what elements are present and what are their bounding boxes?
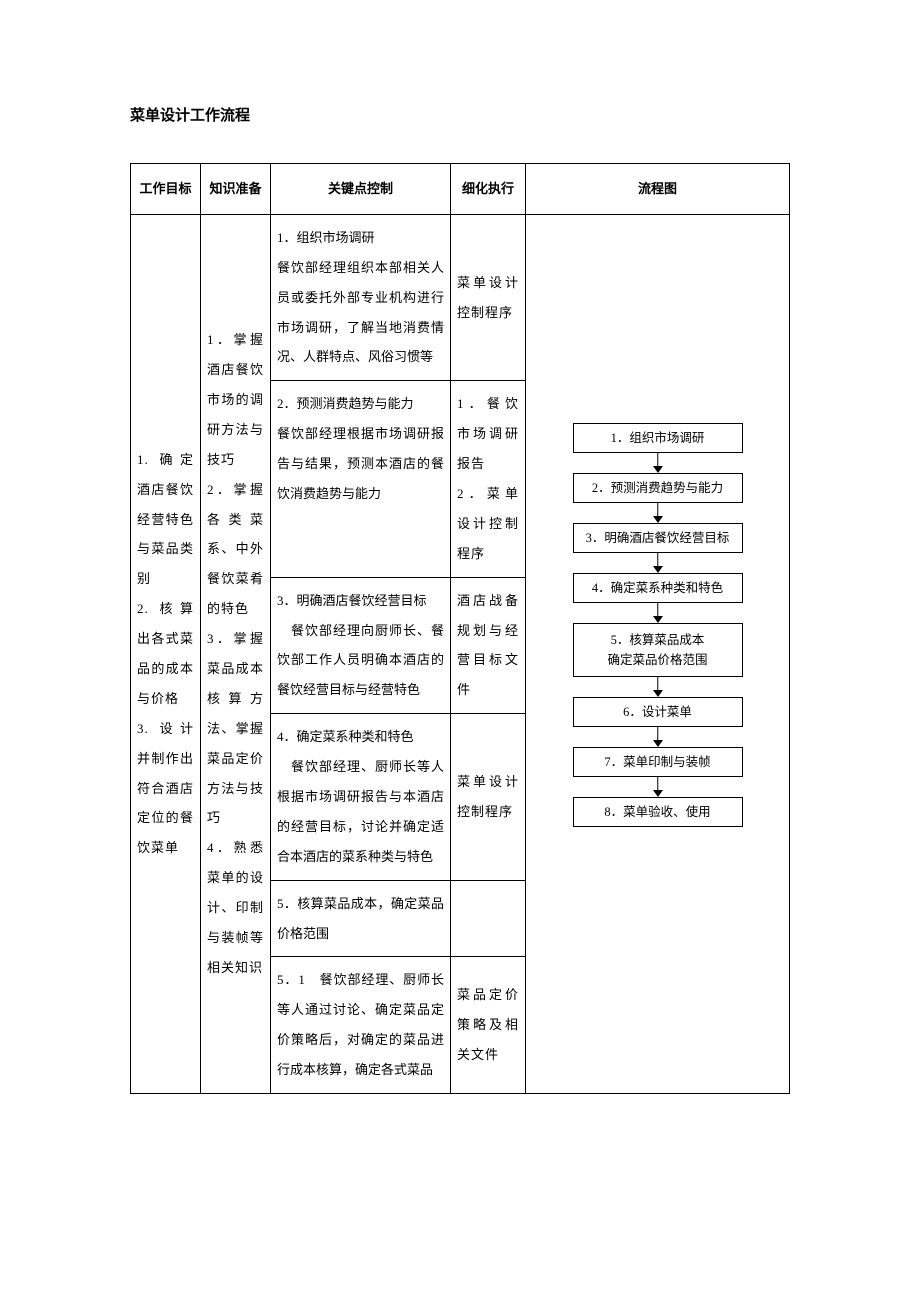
workflow-table: 工作目标 知识准备 关键点控制 细化执行 流程图 1. 确定酒店餐饮经营特色与菜… [130, 163, 790, 1094]
keypoint-1: 1．组织市场调研餐饮部经理组织本部相关人员或委托外部专业机构进行市场调研，了解当… [271, 214, 451, 380]
flow-step-8: 8．菜单验收、使用 [573, 797, 743, 827]
flowchart-container: 1．组织市场调研 2．预测消费趋势与能力 3．明确酒店餐饮经营目标 4．确定菜系… [532, 223, 783, 837]
header-details: 细化执行 [451, 164, 526, 215]
flow-step-6: 6．设计菜单 [573, 697, 743, 727]
knowledge-prep-cell: 1．掌握酒店餐饮市场的调研方法与技巧2．掌握各类菜系、中外餐饮菜肴的特色3．掌握… [201, 214, 271, 1093]
detail-5 [451, 880, 526, 957]
flow-step-7: 7．菜单印制与装帧 [573, 747, 743, 777]
flow-arrow-icon [657, 677, 659, 697]
flow-arrow-icon [657, 453, 659, 473]
flowchart-cell: 1．组织市场调研 2．预测消费趋势与能力 3．明确酒店餐饮经营目标 4．确定菜系… [526, 214, 790, 1093]
detail-1: 菜单设计控制程序 [451, 214, 526, 380]
flow-arrow-icon [657, 777, 659, 797]
header-knowledge: 知识准备 [201, 164, 271, 215]
detail-2: 1．餐饮市场调研报告2．菜单设计控制程序 [451, 381, 526, 577]
flow-arrow-icon [657, 553, 659, 573]
flow-step-5: 5．核算菜品成本确定菜品价格范围 [573, 623, 743, 677]
header-goals: 工作目标 [131, 164, 201, 215]
keypoint-5-1: 5．1 餐饮部经理、厨师长等人通过讨论、确定菜品定价策略后，对确定的菜品进行成本… [271, 957, 451, 1094]
document-title: 菜单设计工作流程 [130, 100, 790, 133]
header-flowchart: 流程图 [526, 164, 790, 215]
detail-5-1: 菜品定价策略及相关文件 [451, 957, 526, 1094]
detail-3: 酒店战备规划与经营目标文件 [451, 577, 526, 714]
header-keypoints: 关键点控制 [271, 164, 451, 215]
flow-step-4: 4．确定菜系种类和特色 [573, 573, 743, 603]
flow-step-1: 1．组织市场调研 [573, 423, 743, 453]
keypoint-2: 2．预测消费趋势与能力餐饮部经理根据市场调研报告与结果，预测本酒店的餐饮消费趋势… [271, 381, 451, 577]
header-row: 工作目标 知识准备 关键点控制 细化执行 流程图 [131, 164, 790, 215]
keypoint-5: 5．核算菜品成本，确定菜品价格范围 [271, 880, 451, 957]
flow-arrow-icon [657, 603, 659, 623]
work-goals-cell: 1. 确定酒店餐饮经营特色与菜品类别2. 核算出各式菜品的成本与价格3. 设计并… [131, 214, 201, 1093]
table-row: 1. 确定酒店餐饮经营特色与菜品类别2. 核算出各式菜品的成本与价格3. 设计并… [131, 214, 790, 380]
keypoint-3: 3．明确酒店餐饮经营目标 餐饮部经理向厨师长、餐饮部工作人员明确本酒店的餐饮经营… [271, 577, 451, 714]
flow-arrow-icon [657, 503, 659, 523]
flow-arrow-icon [657, 727, 659, 747]
flow-step-2: 2．预测消费趋势与能力 [573, 473, 743, 503]
keypoint-4: 4．确定菜系种类和特色 餐饮部经理、厨师长等人根据市场调研报告与本酒店的经营目标… [271, 714, 451, 880]
flow-step-3: 3．明确酒店餐饮经营目标 [573, 523, 743, 553]
detail-4: 菜单设计控制程序 [451, 714, 526, 880]
